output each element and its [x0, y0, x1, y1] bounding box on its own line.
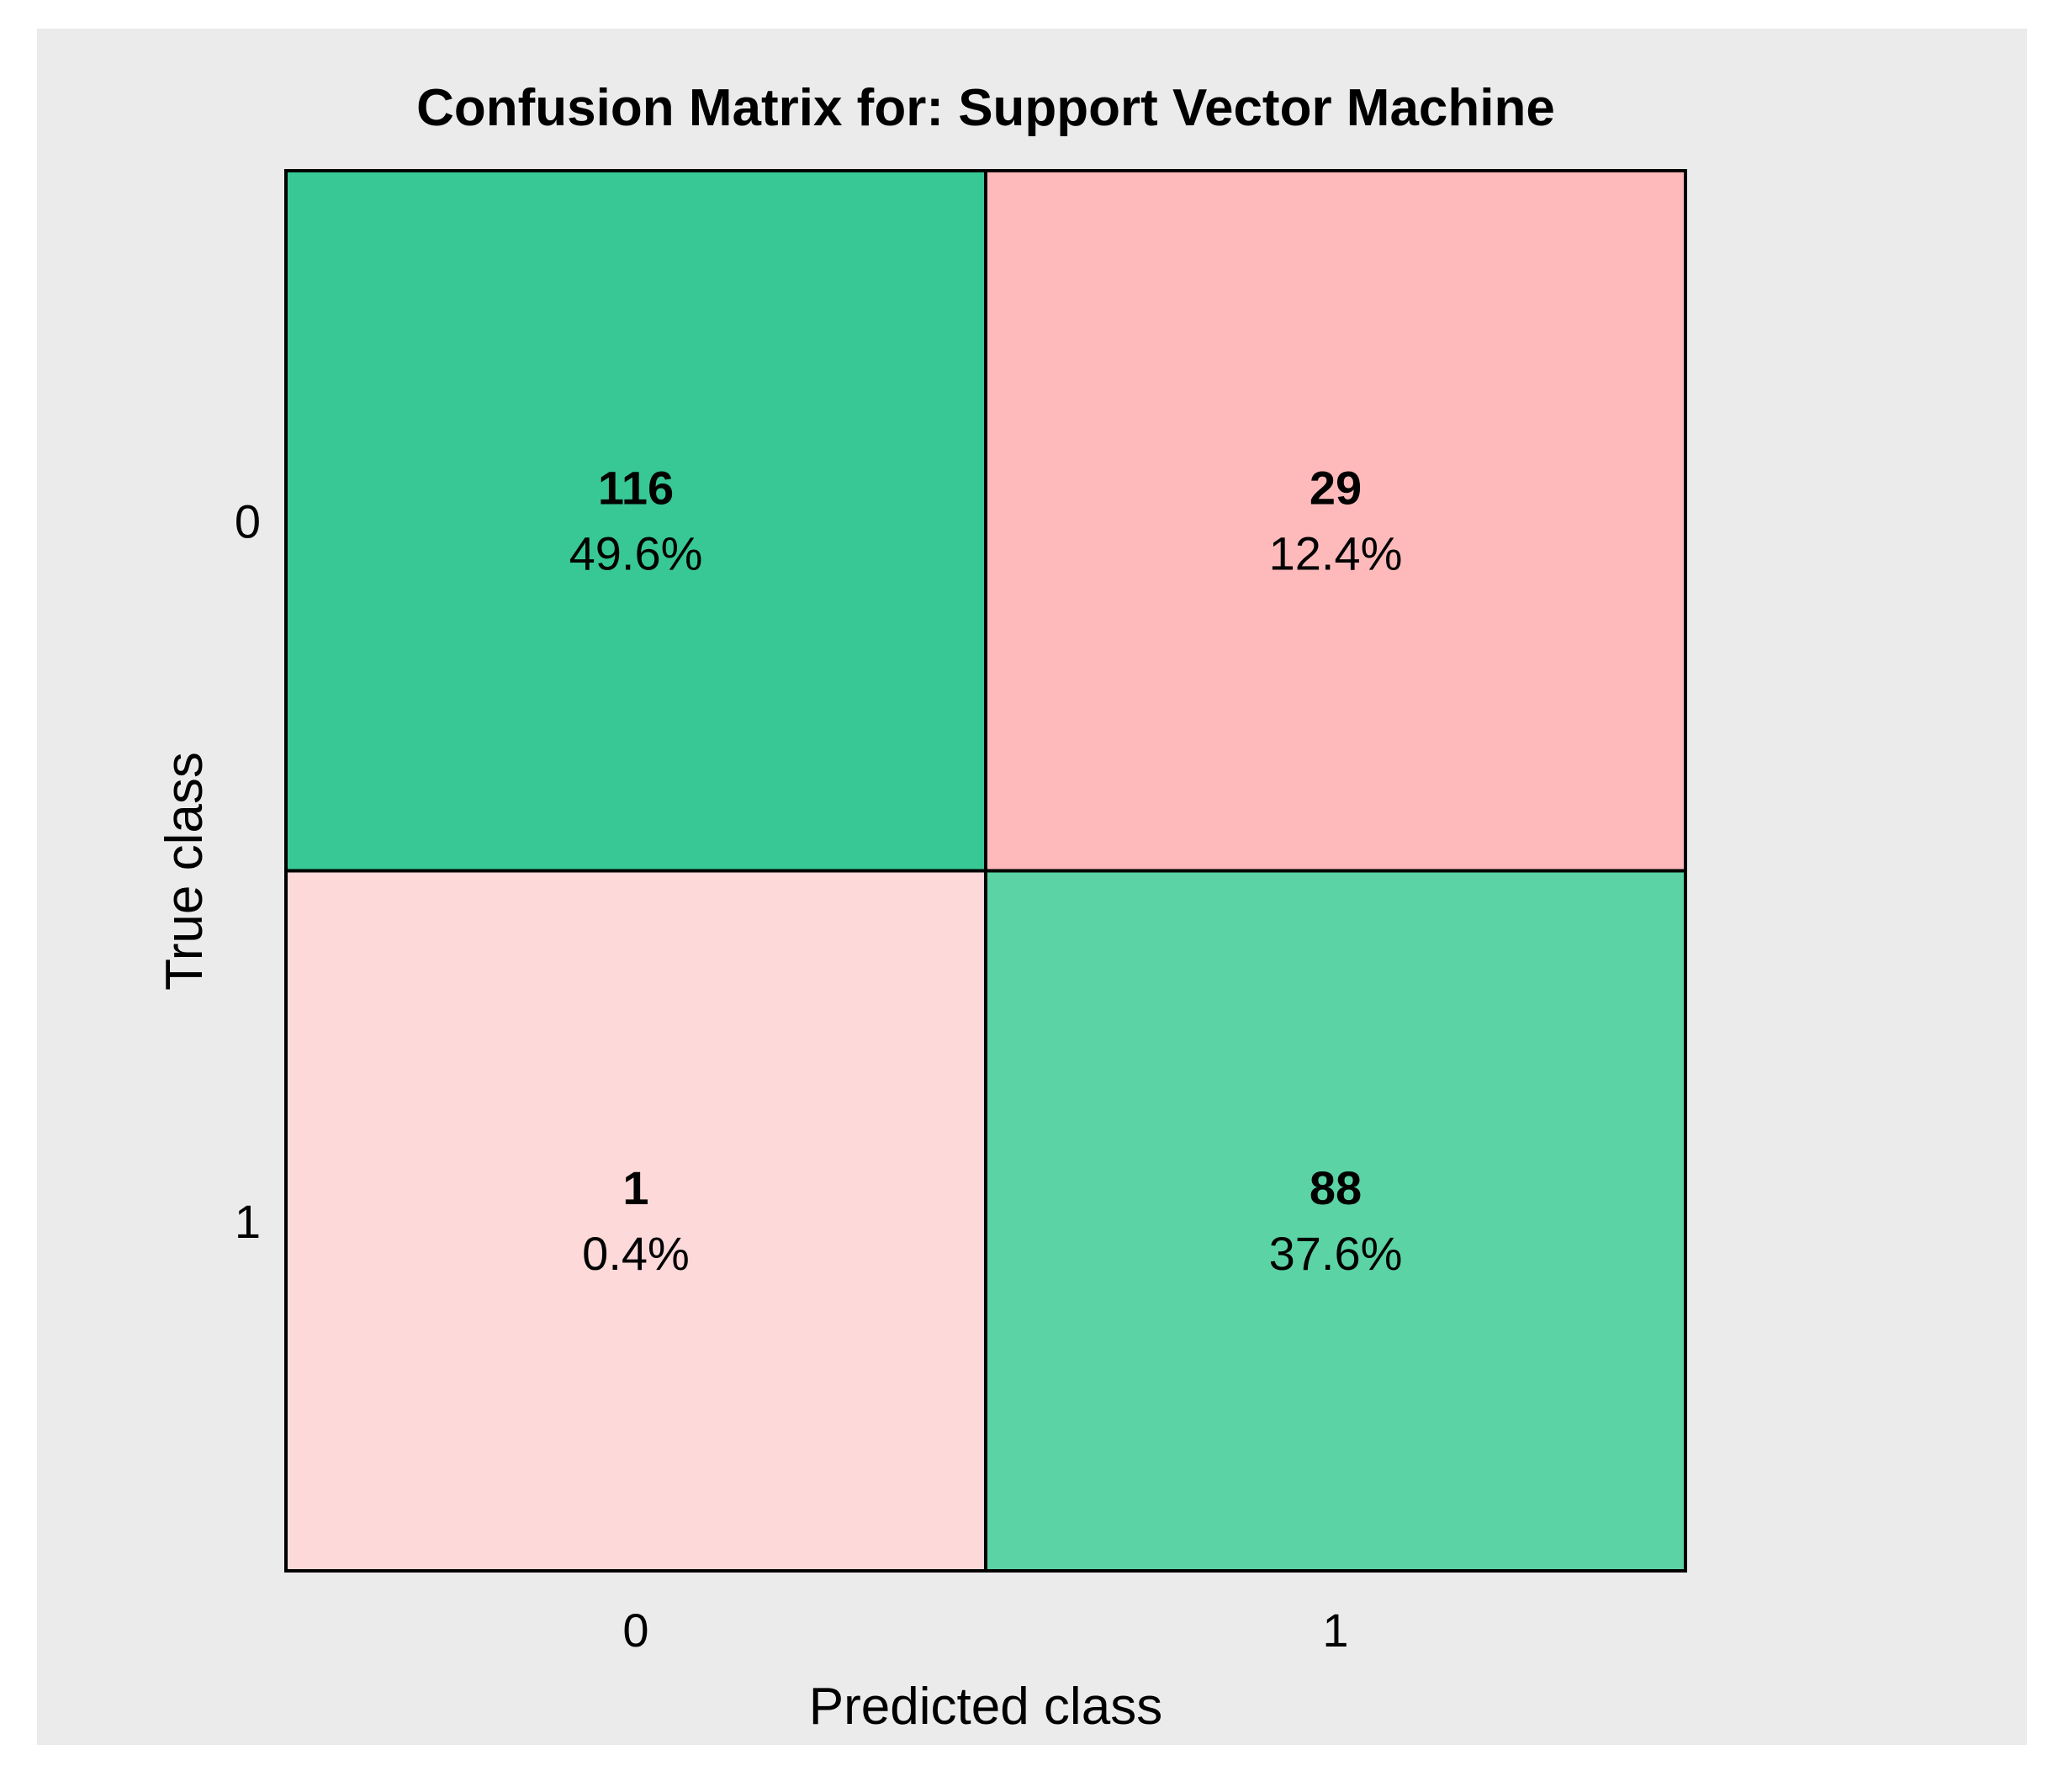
cell-count-label: 29 — [1310, 461, 1362, 514]
x-axis-label: Predicted class — [809, 1678, 1162, 1736]
cell-count-label: 1 — [622, 1161, 648, 1214]
plot-frame — [284, 169, 1687, 1573]
cell-count-label: 88 — [1310, 1161, 1362, 1214]
cell-percent-label: 12.4% — [1269, 526, 1403, 579]
cell-rect-true-0-pred-0 — [284, 169, 987, 873]
cell-percent-label: 0.4% — [582, 1227, 690, 1280]
matrix-cells: 116 49.6% 29 12.4% 1 0.4% 88 37.6% — [284, 169, 1687, 1573]
cell-rect-true-0-pred-1 — [984, 169, 1687, 873]
cell-percent-label: 37.6% — [1269, 1227, 1403, 1280]
x-tick-label: 1 — [1322, 1604, 1348, 1657]
y-tick-labels: 01 — [235, 494, 261, 1248]
cell-rect-true-1-pred-0 — [284, 869, 987, 1573]
matrix-cell: 29 12.4% — [984, 169, 1687, 873]
cell-rect-true-1-pred-1 — [984, 869, 1687, 1573]
cell-count-label: 116 — [598, 461, 674, 514]
matrix-cell: 1 0.4% — [284, 869, 987, 1573]
chart-title: Confusion Matrix for: Support Vector Mac… — [416, 79, 1555, 137]
cell-percent-label: 49.6% — [569, 526, 703, 579]
y-tick-label: 1 — [235, 1195, 261, 1248]
matrix-cell: 88 37.6% — [984, 869, 1687, 1573]
x-tick-label: 0 — [622, 1604, 648, 1657]
y-tick-label: 0 — [235, 494, 261, 547]
matrix-cell: 116 49.6% — [284, 169, 987, 873]
y-axis-label: True class — [156, 752, 214, 991]
